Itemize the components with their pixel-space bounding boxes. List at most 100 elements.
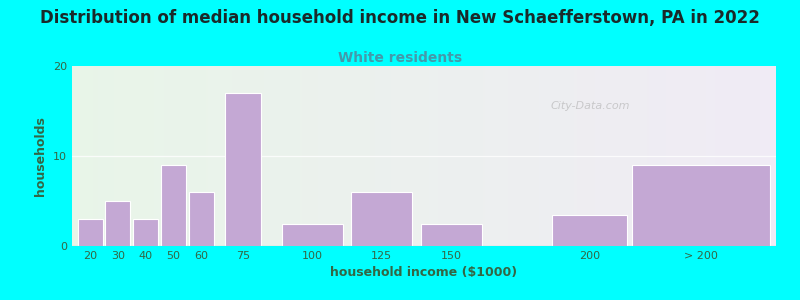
Bar <box>718 66 720 246</box>
Bar <box>194 66 196 246</box>
Bar <box>260 66 262 246</box>
Bar <box>309 66 311 246</box>
Bar <box>215 66 218 246</box>
Bar <box>262 66 265 246</box>
Bar <box>548 66 550 246</box>
Bar <box>361 66 363 246</box>
Bar <box>368 66 370 246</box>
Bar <box>422 66 424 246</box>
Bar <box>401 66 403 246</box>
Bar <box>647 66 650 246</box>
Bar <box>161 165 186 246</box>
Bar <box>227 66 230 246</box>
Bar <box>755 66 758 246</box>
Bar <box>447 66 450 246</box>
Bar <box>518 66 520 246</box>
Bar <box>474 66 476 246</box>
Bar <box>694 66 696 246</box>
Bar <box>734 66 736 246</box>
Bar <box>126 66 128 246</box>
Bar <box>114 66 117 246</box>
Bar <box>680 66 682 246</box>
Bar <box>119 66 122 246</box>
Bar <box>494 66 497 246</box>
Bar <box>218 66 220 246</box>
Bar <box>753 66 755 246</box>
Bar <box>630 66 633 246</box>
Bar <box>356 66 358 246</box>
Bar <box>530 66 532 246</box>
Bar <box>398 66 401 246</box>
Bar <box>539 66 542 246</box>
Bar <box>372 66 374 246</box>
Bar <box>110 66 112 246</box>
Bar <box>330 66 333 246</box>
Bar <box>562 66 565 246</box>
Bar <box>386 66 389 246</box>
Bar <box>122 66 124 246</box>
Bar <box>349 66 351 246</box>
Bar <box>638 66 640 246</box>
Bar <box>106 201 130 246</box>
Bar <box>321 66 323 246</box>
Bar <box>542 66 544 246</box>
Bar <box>391 66 394 246</box>
Bar <box>607 66 610 246</box>
Bar <box>442 66 445 246</box>
Bar <box>579 66 582 246</box>
Bar <box>687 66 689 246</box>
Bar <box>105 66 107 246</box>
Bar <box>192 66 194 246</box>
Bar <box>379 66 382 246</box>
Bar <box>178 66 180 246</box>
Bar <box>185 66 187 246</box>
Bar <box>663 66 666 246</box>
Bar <box>328 66 330 246</box>
Bar <box>452 66 454 246</box>
Bar <box>74 66 77 246</box>
Bar <box>231 66 234 246</box>
Bar <box>746 66 748 246</box>
Bar <box>248 66 250 246</box>
Bar <box>590 66 593 246</box>
Bar <box>266 66 269 246</box>
Bar <box>550 66 553 246</box>
Bar <box>220 66 222 246</box>
Bar <box>771 66 774 246</box>
Bar <box>135 66 138 246</box>
Bar <box>154 66 157 246</box>
Bar <box>198 66 201 246</box>
Bar <box>656 66 658 246</box>
Bar <box>300 66 302 246</box>
Bar <box>323 66 326 246</box>
Bar <box>281 66 283 246</box>
Bar <box>201 66 203 246</box>
Bar <box>222 66 225 246</box>
Bar <box>544 66 546 246</box>
Bar <box>363 66 366 246</box>
Bar <box>731 66 734 246</box>
Bar <box>124 66 126 246</box>
Bar <box>706 66 708 246</box>
Bar <box>537 66 539 246</box>
Bar <box>403 66 406 246</box>
Bar <box>374 66 377 246</box>
Bar <box>243 66 246 246</box>
Bar <box>691 66 694 246</box>
Bar <box>250 66 253 246</box>
Bar <box>82 66 84 246</box>
Bar <box>652 66 654 246</box>
Bar <box>157 66 159 246</box>
Bar <box>560 66 562 246</box>
Bar <box>147 66 150 246</box>
Bar <box>274 66 276 246</box>
Bar <box>726 66 729 246</box>
Bar <box>206 66 208 246</box>
Bar <box>384 66 386 246</box>
Bar <box>130 66 133 246</box>
Bar <box>152 66 154 246</box>
Bar <box>436 66 438 246</box>
Bar <box>621 66 623 246</box>
Bar <box>678 66 680 246</box>
Bar <box>445 66 447 246</box>
